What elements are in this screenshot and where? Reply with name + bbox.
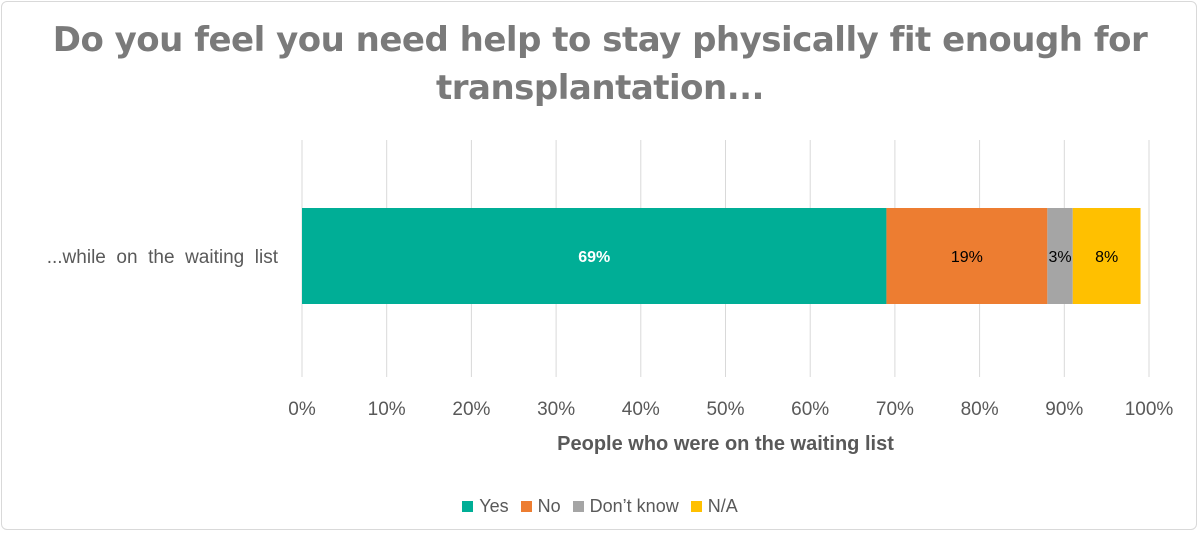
bar-segment-yes bbox=[302, 208, 887, 304]
bar-segment-don-t-know bbox=[1047, 208, 1073, 304]
legend-item: No bbox=[520, 496, 561, 517]
x-tick-label: 50% bbox=[706, 399, 744, 420]
legend-label: Don’t know bbox=[589, 496, 679, 516]
x-tick-label: 100% bbox=[1125, 399, 1174, 420]
legend-swatch bbox=[572, 501, 584, 512]
chart-legend: Yes No Don’t know N/A bbox=[0, 496, 1200, 517]
x-tick-label: 0% bbox=[288, 399, 316, 420]
legend-label: N/A bbox=[707, 496, 738, 516]
x-tick-label: 20% bbox=[452, 399, 490, 420]
legend-swatch bbox=[690, 501, 702, 512]
category-label: ...while on the waiting list bbox=[47, 247, 279, 268]
bar-segment-no bbox=[886, 208, 1048, 304]
legend-item: N/A bbox=[690, 496, 738, 517]
x-tick-label: 90% bbox=[1045, 399, 1083, 420]
data-label: 3% bbox=[1049, 249, 1072, 266]
legend-label: Yes bbox=[479, 496, 509, 516]
x-tick-label: 80% bbox=[961, 399, 999, 420]
data-label: 69% bbox=[578, 249, 610, 266]
x-tick-label: 30% bbox=[537, 399, 575, 420]
bar-segment-n-a bbox=[1072, 208, 1141, 304]
chart-title-line-1: Do you feel you need help to stay physic… bbox=[52, 20, 1148, 60]
legend-item: Don’t know bbox=[572, 496, 679, 517]
data-label: 8% bbox=[1095, 249, 1118, 266]
legend-swatch bbox=[520, 501, 532, 512]
legend-item: Yes bbox=[462, 496, 509, 517]
legend-swatch bbox=[462, 501, 474, 512]
x-axis-title: People who were on the waiting list bbox=[557, 433, 894, 455]
x-tick-label: 10% bbox=[368, 399, 406, 420]
chart-title-line-2: transplantation... bbox=[436, 68, 764, 108]
x-tick-label: 60% bbox=[791, 399, 829, 420]
chart-title: Do you feel you need help to stay physic… bbox=[0, 16, 1200, 112]
data-label: 19% bbox=[951, 249, 983, 266]
x-tick-label: 40% bbox=[622, 399, 660, 420]
legend-label: No bbox=[537, 496, 561, 516]
x-tick-label: 70% bbox=[876, 399, 914, 420]
